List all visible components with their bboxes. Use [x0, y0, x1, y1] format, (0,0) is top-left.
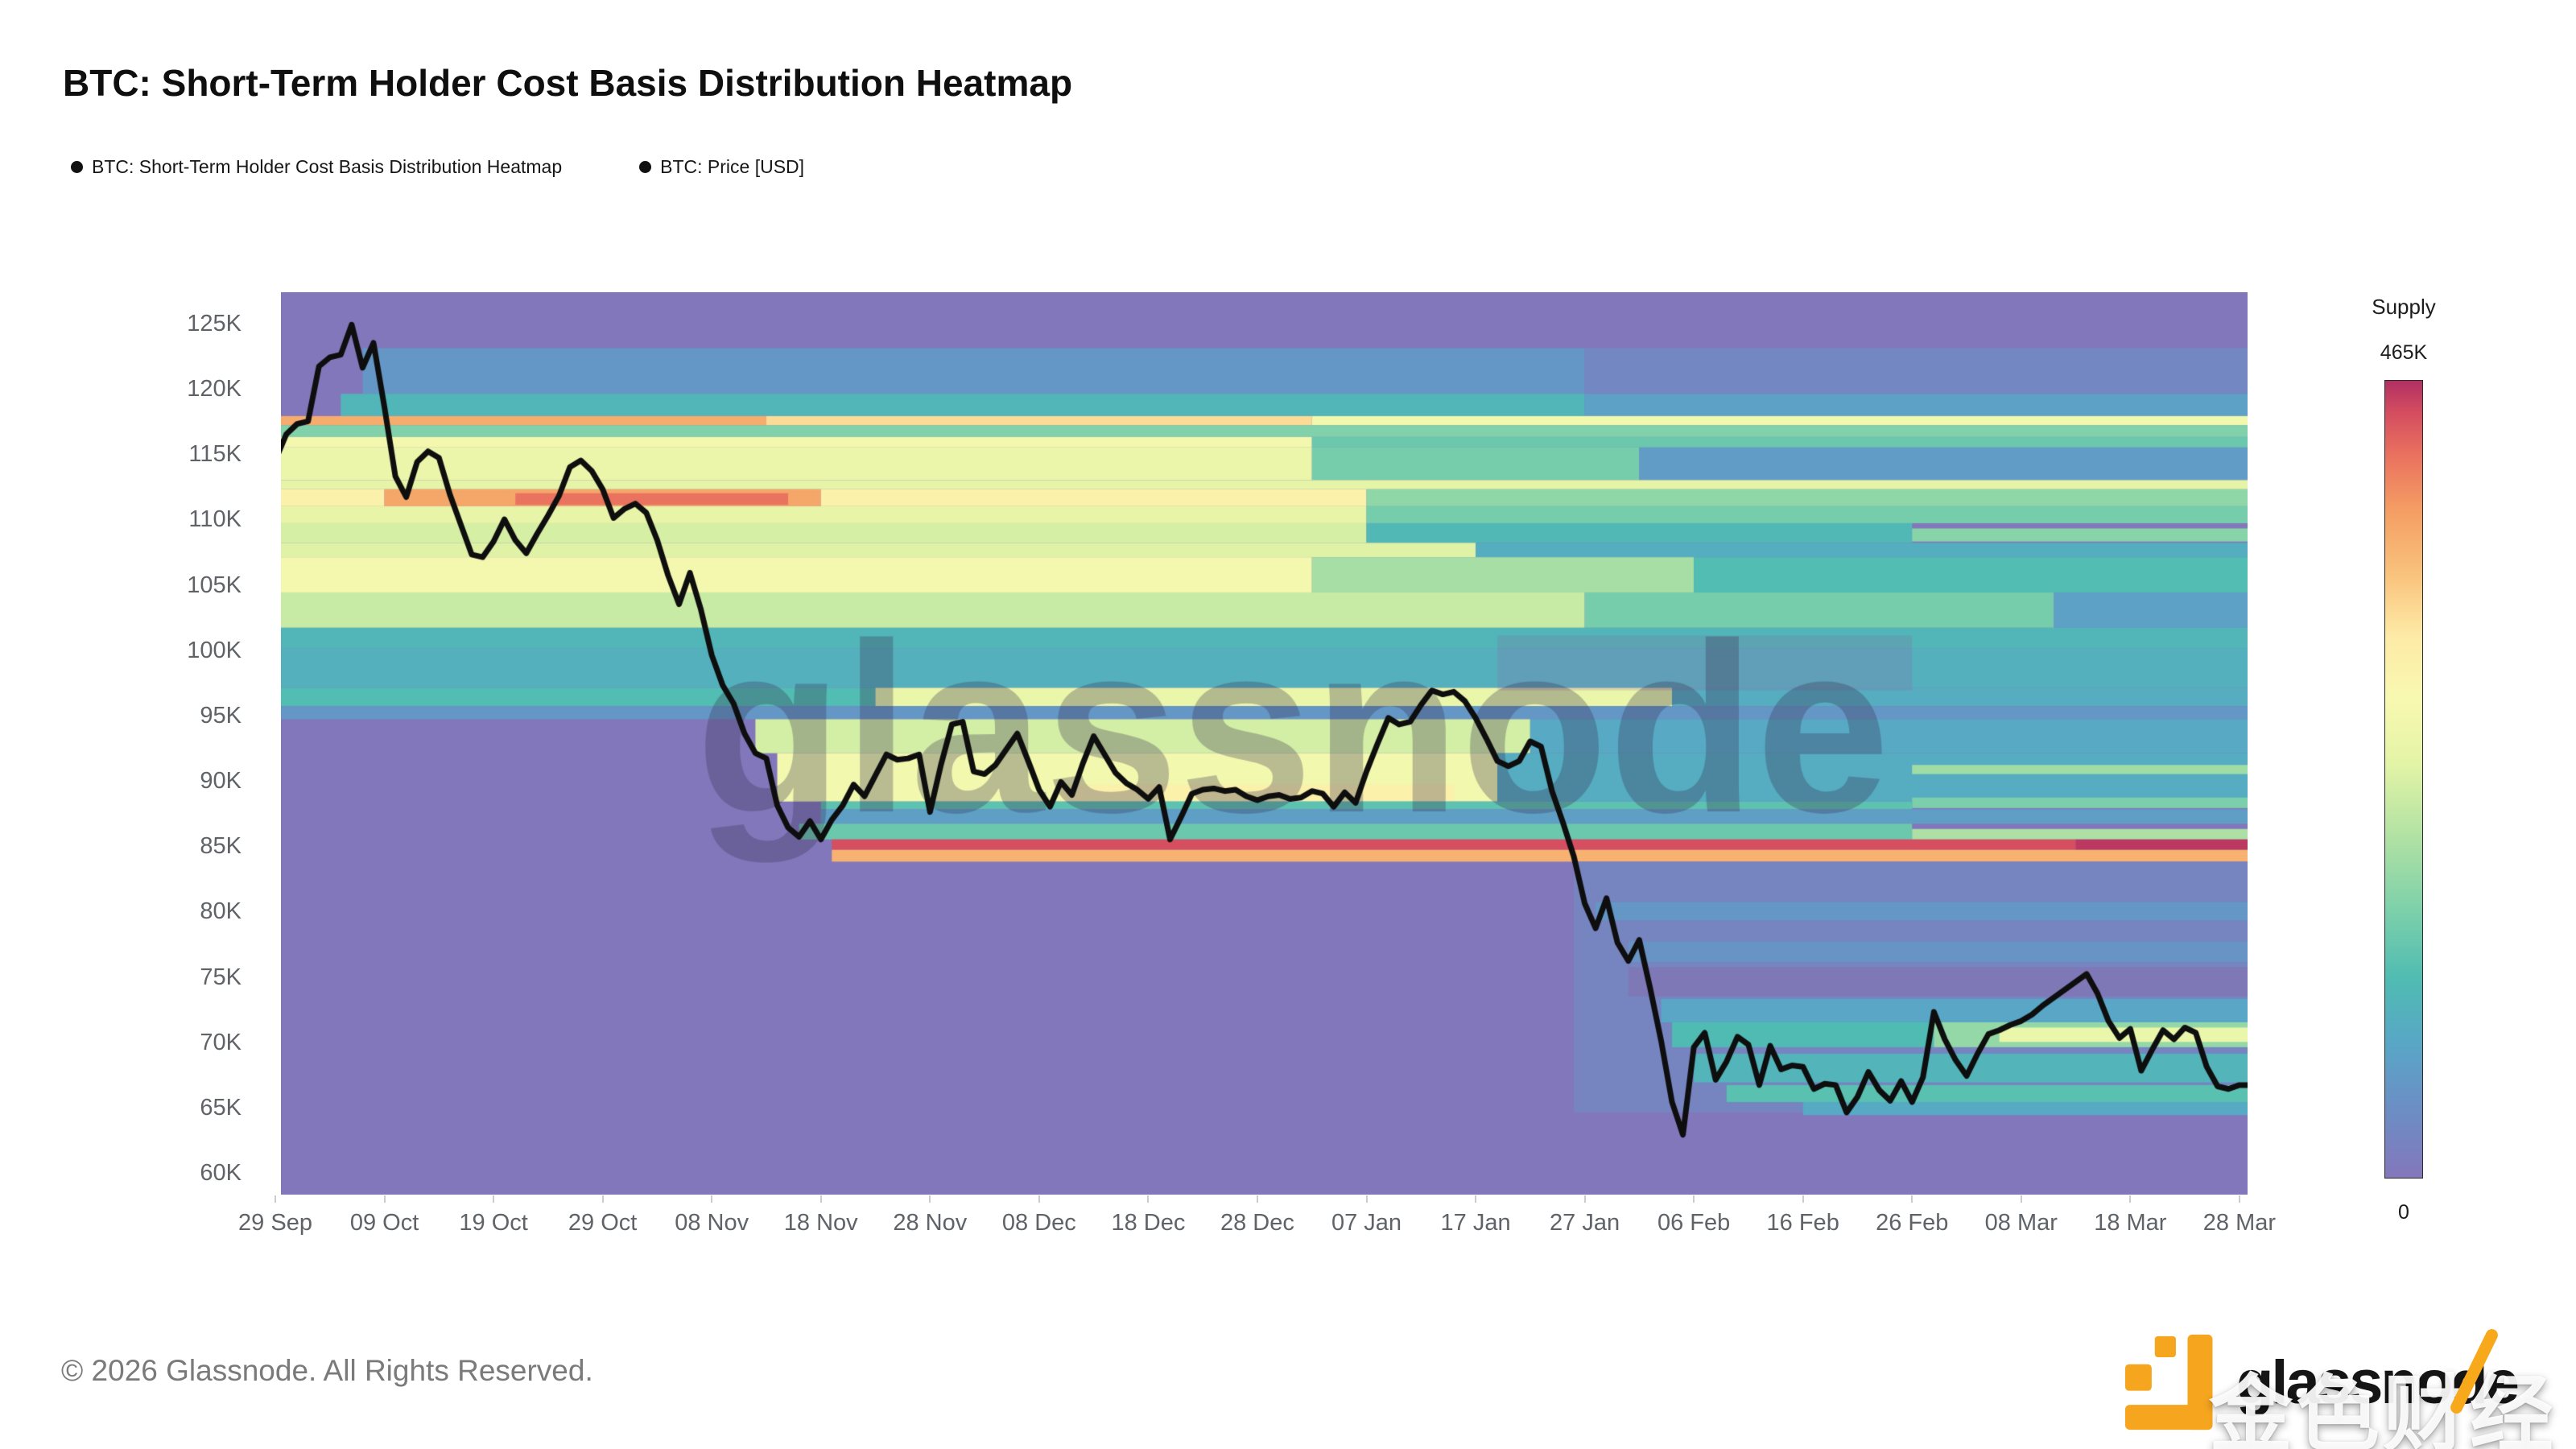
x-tick-mark	[493, 1195, 495, 1203]
y-tick-label: 100K	[187, 637, 242, 663]
x-tick-label: 29 Sep	[238, 1210, 312, 1236]
x-tick-mark	[711, 1195, 713, 1203]
x-tick-mark	[1475, 1195, 1477, 1203]
jinse-watermark: 金色财经	[2209, 1368, 2557, 1449]
y-tick-label: 125K	[187, 311, 242, 336]
colorbar-max-label: 465K	[2380, 341, 2428, 364]
x-tick-label: 09 Oct	[349, 1210, 419, 1236]
y-tick-label: 115K	[188, 441, 242, 468]
x-tick-mark	[2129, 1195, 2132, 1203]
x-tick-label: 08 Nov	[675, 1210, 749, 1236]
x-tick-mark	[2238, 1195, 2240, 1203]
x-tick-mark	[1365, 1195, 1368, 1203]
x-tick-label: 16 Feb	[1766, 1210, 1839, 1236]
x-tick-label: 06 Feb	[1657, 1210, 1731, 1236]
x-tick-mark	[383, 1195, 386, 1203]
colorbar	[2384, 380, 2423, 1179]
x-tick-label: 18 Mar	[2094, 1210, 2167, 1236]
y-tick-label: 70K	[200, 1029, 242, 1055]
x-tick-mark	[1147, 1195, 1150, 1203]
y-tick-label: 60K	[200, 1160, 242, 1186]
legend-marker-icon	[71, 161, 83, 173]
glassnode-logo-icon	[2124, 1334, 2213, 1430]
x-tick-label: 28 Mar	[2202, 1210, 2277, 1236]
legend-label: BTC: Short-Term Holder Cost Basis Distri…	[92, 156, 563, 177]
x-tick-mark	[1038, 1195, 1040, 1203]
x-tick-label: 08 Dec	[1001, 1210, 1076, 1236]
legend: BTC: Short-Term Holder Cost Basis Distri…	[71, 156, 804, 178]
y-tick-label: 105K	[187, 572, 242, 598]
x-tick-label: 17 Jan	[1440, 1210, 1511, 1236]
x-tick-mark	[1911, 1195, 1913, 1203]
x-tick-mark	[819, 1195, 822, 1203]
x-tick-mark	[601, 1195, 604, 1203]
x-tick-label: 29 Oct	[568, 1210, 638, 1236]
legend-item-heatmap[interactable]: BTC: Short-Term Holder Cost Basis Distri…	[71, 156, 562, 178]
page-title: BTC: Short-Term Holder Cost Basis Distri…	[63, 62, 1073, 104]
x-tick-label: 18 Nov	[783, 1210, 858, 1236]
x-tick-mark	[2020, 1195, 2022, 1203]
x-tick-mark	[275, 1195, 276, 1203]
x-tick-label: 26 Feb	[1876, 1210, 1949, 1236]
x-tick-label: 28 Dec	[1220, 1210, 1294, 1236]
x-tick-mark	[1256, 1195, 1258, 1203]
y-tick-label: 110K	[188, 506, 242, 533]
x-tick-label: 08 Mar	[1984, 1210, 2058, 1236]
x-tick-label: 18 Dec	[1111, 1210, 1186, 1236]
heatmap-canvas	[281, 292, 2248, 1195]
y-tick-label: 80K	[200, 898, 242, 925]
legend-label: BTC: Price [USD]	[660, 156, 805, 177]
x-tick-label: 07 Jan	[1331, 1210, 1402, 1236]
y-tick-label: 95K	[200, 702, 242, 729]
y-tick-label: 65K	[200, 1094, 242, 1121]
x-tick-mark	[1802, 1195, 1804, 1203]
x-tick-label: 19 Oct	[459, 1210, 528, 1236]
legend-marker-icon	[639, 161, 652, 173]
x-tick-label: 28 Nov	[893, 1210, 968, 1236]
copyright-text: © 2026 Glassnode. All Rights Reserved.	[61, 1354, 593, 1387]
colorbar-title: Supply	[2372, 295, 2436, 319]
y-tick-label: 120K	[187, 376, 242, 402]
heatmap-plot	[281, 292, 2248, 1195]
colorbar-min-label: 0	[2398, 1201, 2409, 1224]
y-tick-label: 75K	[200, 964, 242, 990]
x-tick-mark	[929, 1195, 931, 1203]
x-tick-label: 27 Jan	[1550, 1210, 1620, 1236]
legend-item-price[interactable]: BTC: Price [USD]	[639, 156, 804, 178]
x-tick-mark	[1583, 1195, 1586, 1203]
x-tick-mark	[1693, 1195, 1695, 1203]
y-tick-label: 90K	[200, 768, 242, 795]
y-tick-label: 85K	[200, 833, 242, 860]
